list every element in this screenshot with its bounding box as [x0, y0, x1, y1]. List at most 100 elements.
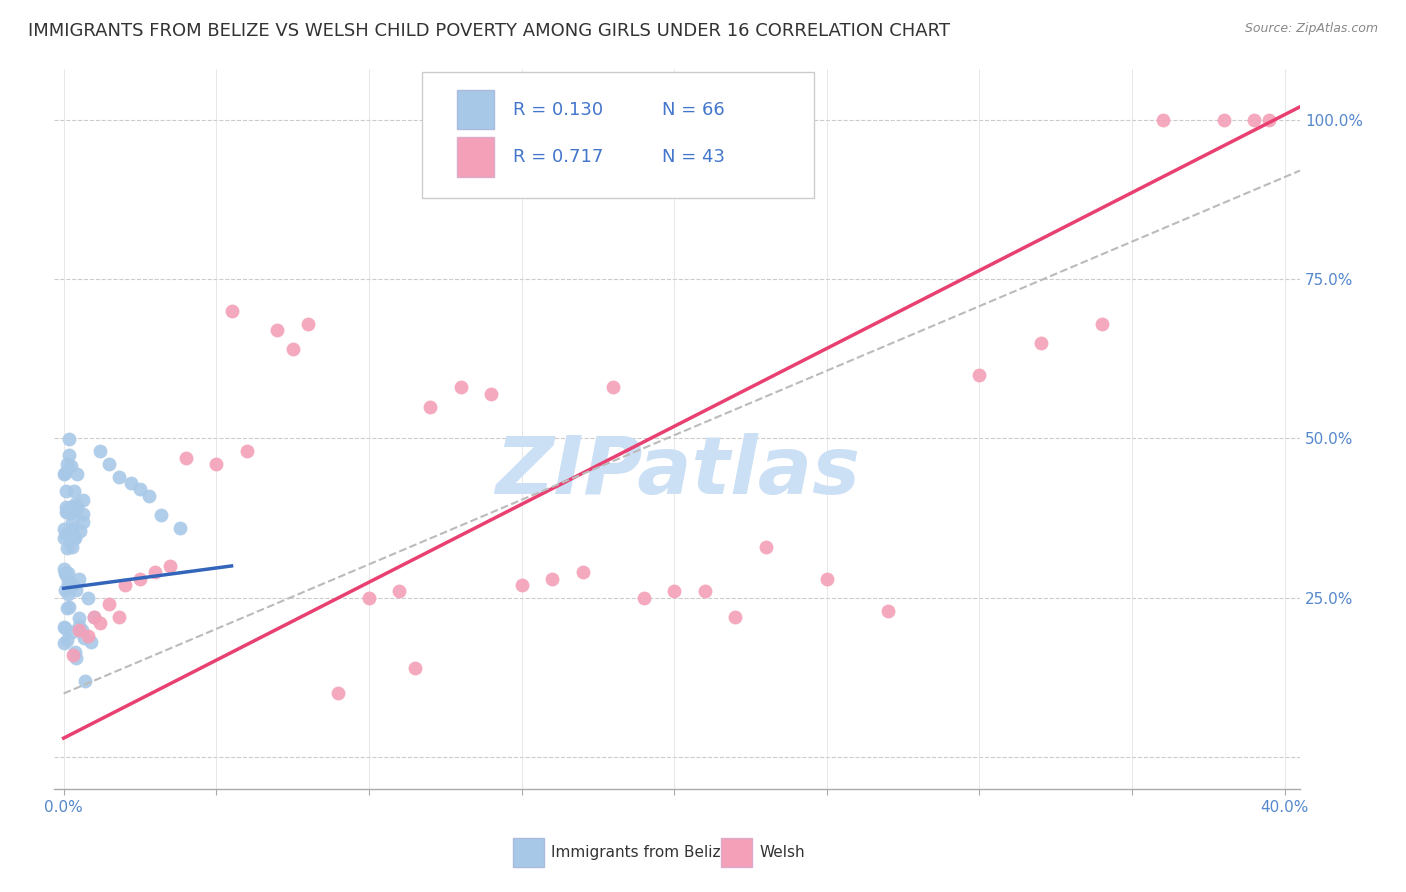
Point	[969, 368, 991, 382]
Point	[58, 586, 80, 600]
Point	[60, 625, 83, 640]
Point	[65, 531, 87, 545]
Point	[53, 621, 76, 635]
Text: R = 0.130: R = 0.130	[513, 101, 603, 119]
Point	[55, 505, 77, 519]
Point	[602, 380, 624, 394]
Point	[55, 566, 77, 580]
Point	[60, 500, 83, 515]
Point	[328, 686, 350, 700]
Point	[107, 469, 129, 483]
Point	[59, 575, 82, 590]
Point	[53, 561, 76, 575]
Text: N = 66: N = 66	[662, 101, 725, 119]
Point	[60, 522, 83, 536]
Point	[56, 566, 79, 580]
Point	[77, 591, 100, 605]
Point	[53, 636, 76, 650]
Point	[129, 572, 152, 586]
Point	[67, 623, 90, 637]
Point	[419, 400, 441, 414]
Point	[65, 497, 87, 511]
FancyBboxPatch shape	[457, 137, 494, 177]
Point	[55, 500, 77, 515]
Point	[58, 448, 80, 462]
Point	[98, 597, 121, 611]
Point	[1258, 112, 1281, 127]
Point	[56, 504, 79, 518]
Point	[357, 591, 380, 605]
Point	[236, 444, 259, 458]
Point	[693, 584, 716, 599]
Text: N = 43: N = 43	[662, 148, 725, 166]
Point	[69, 524, 91, 538]
Point	[571, 566, 593, 580]
Point	[53, 583, 76, 598]
Point	[58, 433, 80, 447]
Point	[63, 484, 86, 499]
Point	[877, 604, 900, 618]
Point	[169, 521, 191, 535]
Point	[174, 450, 197, 465]
Point	[107, 610, 129, 624]
Point	[73, 673, 96, 688]
Point	[98, 457, 121, 471]
FancyBboxPatch shape	[422, 72, 814, 198]
Point	[56, 574, 79, 589]
Point	[1152, 112, 1174, 127]
Point	[541, 572, 564, 586]
Point	[70, 623, 93, 637]
Text: Source: ZipAtlas.com: Source: ZipAtlas.com	[1244, 22, 1378, 36]
Point	[72, 493, 94, 508]
Point	[388, 584, 411, 599]
Point	[60, 540, 83, 554]
Point	[72, 515, 94, 529]
Point	[297, 317, 319, 331]
Point	[72, 507, 94, 521]
Point	[63, 645, 86, 659]
Text: Welsh: Welsh	[759, 846, 804, 860]
Point	[633, 591, 655, 605]
Point	[55, 466, 77, 480]
Point	[56, 457, 79, 471]
Point	[67, 572, 90, 586]
Point	[56, 633, 79, 648]
Text: Immigrants from Belize: Immigrants from Belize	[551, 846, 730, 860]
Point	[1090, 317, 1112, 331]
Point	[159, 558, 181, 573]
Point	[1243, 112, 1265, 127]
Point	[58, 600, 80, 615]
Point	[114, 578, 136, 592]
Text: ZIPatlas: ZIPatlas	[495, 434, 859, 511]
Point	[55, 541, 77, 555]
Point	[510, 578, 533, 592]
Point	[266, 323, 288, 337]
Point	[53, 620, 76, 634]
Point	[60, 459, 83, 474]
Point	[65, 502, 87, 516]
Point	[755, 540, 778, 554]
FancyBboxPatch shape	[457, 90, 494, 129]
Point	[83, 610, 105, 624]
Point	[221, 303, 243, 318]
Point	[53, 522, 76, 536]
Point	[89, 616, 111, 631]
Point	[55, 484, 77, 499]
Point	[150, 508, 173, 522]
Point	[450, 380, 472, 394]
Point	[1029, 335, 1052, 350]
Point	[52, 531, 75, 545]
Point	[479, 386, 502, 401]
Text: IMMIGRANTS FROM BELIZE VS WELSH CHILD POVERTY AMONG GIRLS UNDER 16 CORRELATION C: IMMIGRANTS FROM BELIZE VS WELSH CHILD PO…	[28, 22, 950, 40]
Point	[120, 476, 142, 491]
Point	[73, 631, 96, 645]
Point	[66, 467, 89, 481]
Point	[138, 489, 160, 503]
Point	[1212, 112, 1234, 127]
Point	[65, 582, 87, 597]
Point	[67, 619, 90, 633]
Point	[55, 567, 77, 582]
Point	[60, 515, 83, 529]
Point	[404, 661, 426, 675]
Point	[65, 651, 87, 665]
